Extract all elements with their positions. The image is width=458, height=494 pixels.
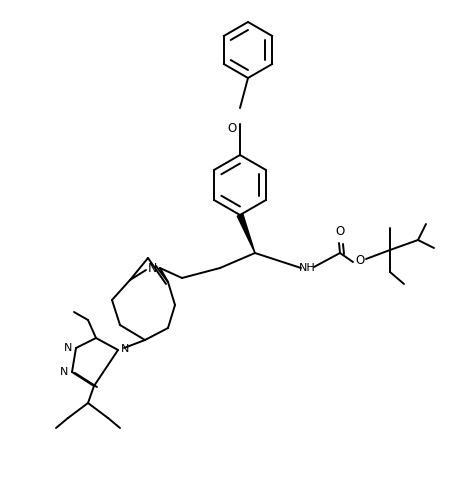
- Text: O: O: [227, 122, 237, 134]
- Text: NH: NH: [299, 263, 316, 273]
- Text: O: O: [355, 253, 365, 266]
- Polygon shape: [237, 214, 255, 253]
- Text: N: N: [60, 367, 68, 377]
- Text: N: N: [121, 344, 129, 354]
- Text: N: N: [147, 261, 157, 275]
- Text: O: O: [335, 224, 344, 238]
- Text: N: N: [64, 343, 72, 353]
